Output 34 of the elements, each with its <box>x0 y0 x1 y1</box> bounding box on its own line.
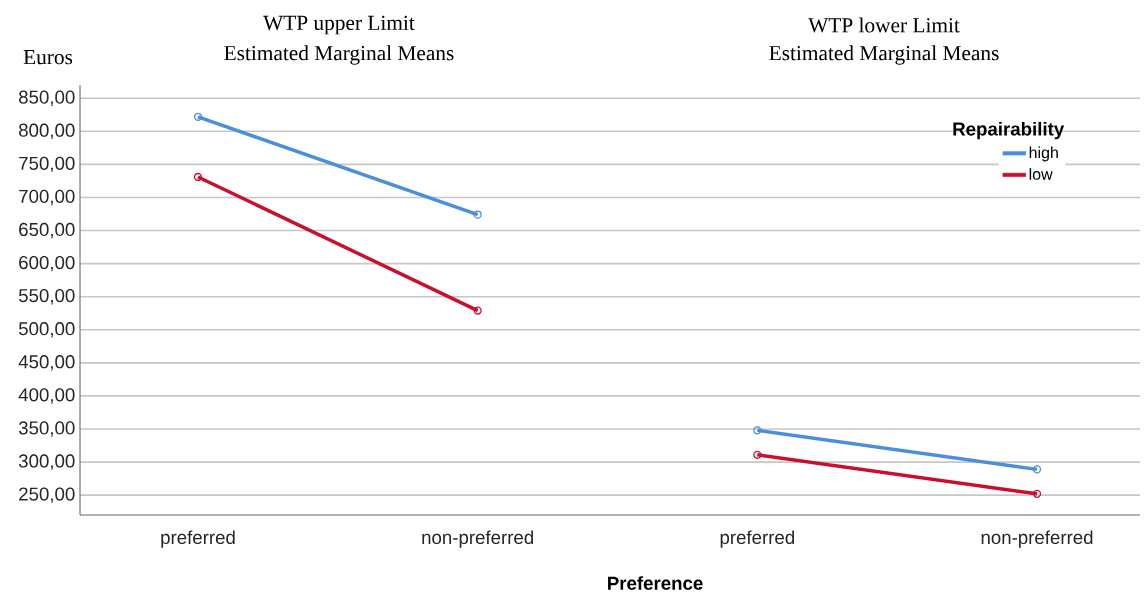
y-tick-label: 650,00 <box>19 222 75 239</box>
point <box>473 306 482 315</box>
point <box>473 210 482 219</box>
text: Estimated Marginal Means <box>224 45 454 65</box>
y-axis-title: Euros <box>23 50 73 65</box>
text: Estimated Marginal Means <box>769 45 999 65</box>
y-tick-label: 700,00 <box>19 189 75 206</box>
y-tick-label: 350,00 <box>18 421 75 437</box>
y-tick-label: 300,00 <box>18 454 75 470</box>
y-tick-label: 600,00 <box>19 255 75 272</box>
point <box>193 112 203 121</box>
y-tick-label: 450,00 <box>18 355 75 371</box>
y-tick-label: 550,00 <box>18 288 75 305</box>
x-tick-label: preferred <box>161 530 235 548</box>
text: WTP upper Limit <box>263 15 415 35</box>
legend-title: Repairability <box>953 121 1065 140</box>
point <box>1032 465 1042 474</box>
point <box>193 172 203 182</box>
x-tick-label: non-preferred <box>981 530 1093 548</box>
point <box>753 426 762 435</box>
x-axis-title: Preference <box>608 576 703 590</box>
y-tick-label: 750,00 <box>19 156 75 173</box>
legend-label: high <box>1029 146 1058 162</box>
text: WTP lower Limit <box>808 17 960 33</box>
point <box>753 450 762 459</box>
y-tick-label: 500,00 <box>18 322 75 338</box>
x-tick-label: preferred <box>720 530 794 548</box>
y-tick-label: 400,00 <box>18 388 75 404</box>
point <box>1032 489 1042 498</box>
y-tick-label: 250,00 <box>19 487 75 503</box>
x-tick-label: non-preferred <box>422 530 533 548</box>
y-tick-label: 850,00 <box>19 90 75 106</box>
legend-label: low <box>1029 168 1053 180</box>
y-tick-label: 800,00 <box>19 123 75 140</box>
